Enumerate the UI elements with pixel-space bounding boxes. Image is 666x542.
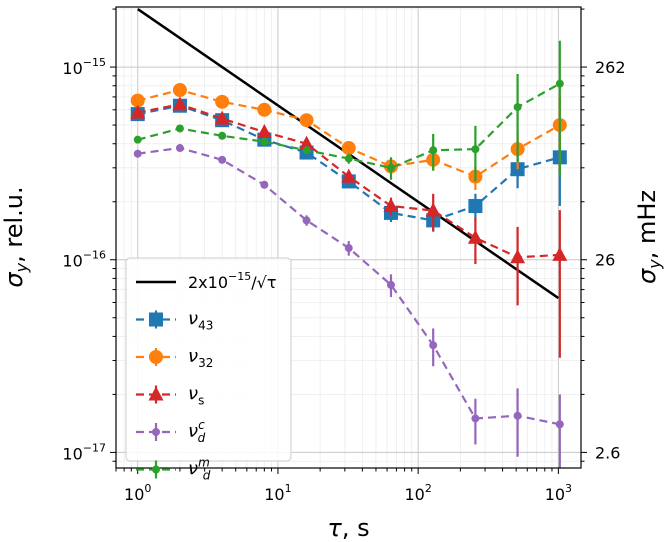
data-point [218, 131, 227, 140]
x-tick-label: 102 [404, 482, 431, 504]
legend-label-series-0: ν43 [188, 309, 213, 333]
data-point [260, 137, 269, 146]
data-point [383, 198, 399, 213]
y-left-tick-label: 10−15 [62, 56, 106, 78]
data-point [133, 135, 142, 144]
legend-box [125, 257, 292, 462]
series-0 [130, 98, 567, 232]
data-point [555, 420, 564, 429]
data-point [425, 202, 441, 217]
y-right-axis-label: σy, mHz [633, 190, 664, 284]
data-point [468, 199, 483, 214]
series-line [137, 104, 561, 222]
data-point [471, 414, 480, 423]
data-point [257, 102, 272, 117]
data-point [256, 124, 272, 139]
plot-frame [115, 6, 582, 469]
y-right-tick-label: 2.6 [595, 443, 620, 462]
axes: 100 101 102 103 10−17 10−16 10−15 2.6 26 262 τ, s σ… [0, 8, 664, 542]
legend: 2x10−15/√τ ν43 ν32 νs νc d νm d [125, 257, 292, 483]
x-tick-label: 101 [264, 482, 291, 504]
legend-swatch-marker [148, 386, 164, 401]
legend-label-series-3: νc d [188, 418, 206, 445]
data-point [218, 155, 227, 164]
y-right-tick-label: 262 [595, 58, 626, 77]
legend-swatch-marker [152, 465, 160, 474]
series-3 [133, 144, 564, 468]
series-line [137, 103, 560, 259]
legend-swatch-marker [149, 312, 163, 327]
data-point [429, 341, 438, 350]
y-right-tick-label: 26 [595, 251, 615, 270]
series-2 [130, 96, 568, 358]
data-point [130, 104, 146, 119]
data-point [299, 113, 314, 128]
data-point [130, 93, 145, 108]
data-point [513, 411, 522, 420]
data-point [260, 180, 269, 189]
legend-swatch-marker [149, 350, 163, 364]
data-point [471, 145, 480, 154]
data-point [299, 135, 315, 150]
x-axis-label: τ, s [327, 514, 369, 542]
data-point [214, 110, 230, 125]
data-point [513, 103, 522, 112]
data-point [344, 154, 353, 163]
data-point [341, 168, 357, 183]
data-point [341, 141, 356, 156]
data-point [510, 249, 526, 264]
data-point [467, 229, 483, 244]
legend-label-series-1: ν32 [188, 346, 213, 370]
data-point [386, 280, 395, 289]
series-4 [133, 40, 564, 182]
data-point [555, 79, 564, 88]
data-point [552, 246, 568, 261]
data-point [302, 216, 311, 225]
data-point [429, 146, 438, 155]
data-point [344, 244, 353, 253]
x-tick-label: 100 [124, 482, 151, 504]
y-left-tick-label: 10−17 [62, 441, 106, 463]
x-tick-label: 103 [545, 482, 572, 504]
data-point [302, 146, 311, 155]
series-layer [130, 8, 568, 468]
data-point [215, 94, 230, 109]
legend-label-series-2: νs [188, 384, 204, 408]
data-point [386, 163, 395, 172]
y-left-tick-label: 10−16 [62, 249, 106, 271]
legend-swatch-marker [152, 428, 160, 436]
legend-label-reference: 2x10−15/√τ [188, 270, 276, 292]
y-left-axis-label: σy, rel.u. [0, 186, 31, 287]
data-point [172, 96, 188, 111]
data-point [175, 144, 184, 153]
data-point [175, 124, 184, 133]
data-point [172, 83, 187, 98]
data-point [133, 149, 142, 158]
legend-label-series-4: νm d [188, 456, 211, 483]
grid [115, 7, 581, 468]
